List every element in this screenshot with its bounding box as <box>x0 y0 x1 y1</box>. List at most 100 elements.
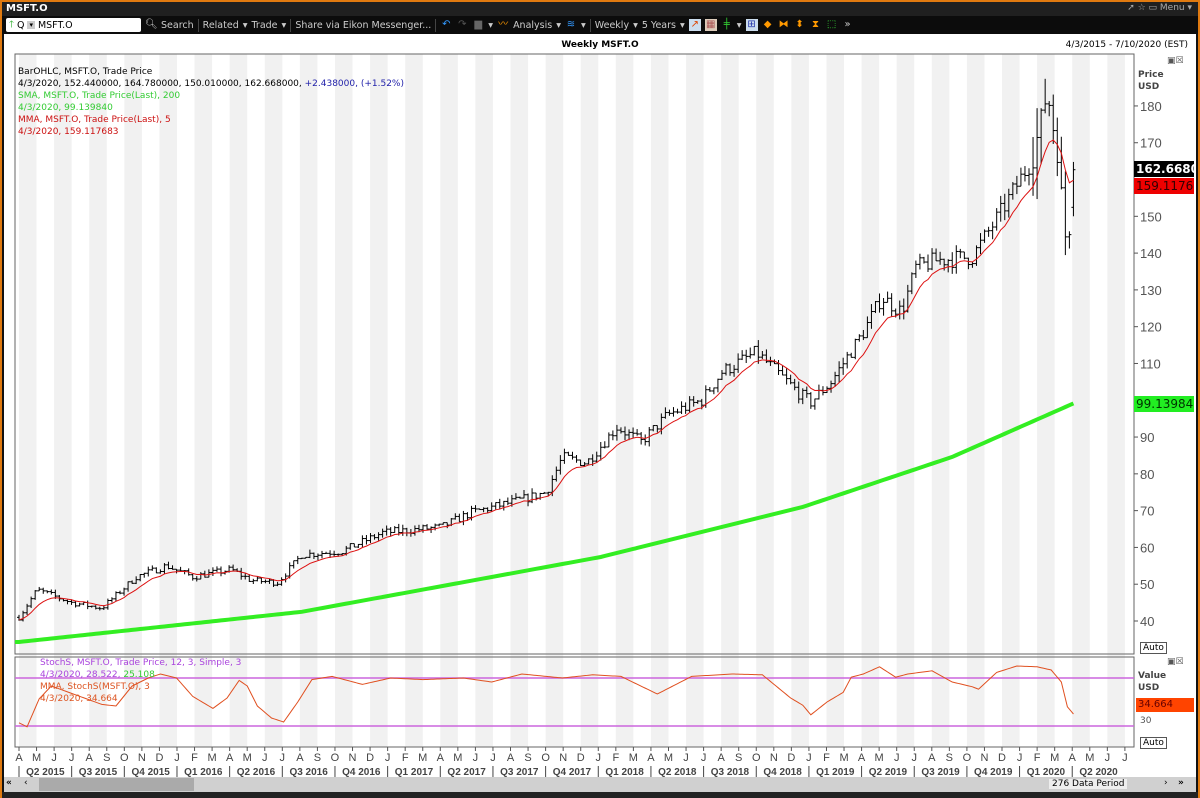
ric-input[interactable]: 🡑 Q ▾ MSFT.O <box>6 18 141 32</box>
month-label: S <box>946 752 953 764</box>
month-label: J <box>596 752 602 764</box>
sma-line <box>14 401 1075 644</box>
chart-style-icon[interactable]: ▦ <box>704 19 717 31</box>
scroll-left-button[interactable]: ‹ <box>24 778 28 788</box>
restore-close-icons[interactable]: ▣☒ <box>1167 56 1184 66</box>
search-button[interactable]: Search <box>161 19 194 31</box>
month-band <box>826 54 845 747</box>
month-band <box>1107 54 1125 747</box>
month-label: O <box>752 752 761 764</box>
related-menu[interactable]: Related <box>202 19 239 31</box>
month-label: A <box>717 752 725 764</box>
month-label: O <box>331 752 340 764</box>
price-auto-button[interactable]: Auto <box>1140 642 1167 654</box>
line-chart-icon[interactable]: ↗ <box>688 19 701 31</box>
chart-area[interactable]: 40 50 60 70 80 90 110 120 130 140 150 170 180 A M J J A S O… <box>4 34 1196 777</box>
menu-button[interactable]: Menu <box>1159 3 1185 13</box>
redo-icon[interactable]: ↷ <box>458 19 467 30</box>
time-scrollbar[interactable]: « ‹ 276 Data Period › » <box>4 777 1196 792</box>
month-band <box>405 54 423 747</box>
month-label: J <box>51 752 57 764</box>
month-label: A <box>86 752 94 764</box>
scroll-right-button[interactable]: › <box>1164 778 1168 788</box>
price-tick-label: 90 <box>1140 430 1154 445</box>
month-label: J <box>1122 752 1128 764</box>
stoch-tick-30: 30 <box>1140 716 1152 726</box>
stoch-restore-close-icons[interactable]: ▣☒ <box>1167 657 1184 667</box>
select-icon[interactable]: ⬚ <box>826 19 837 30</box>
stoch-mma-value: 4/3/2020, 34.664 <box>40 694 118 704</box>
month-label: N <box>980 752 988 764</box>
month-label: J <box>490 752 496 764</box>
stoch-auto-button[interactable]: Auto <box>1140 737 1167 749</box>
quarter-label: Q2 2017 <box>447 767 486 777</box>
month-label: N <box>770 752 778 764</box>
quarter-label: Q2 2018 <box>658 767 697 777</box>
month-label: S <box>524 752 531 764</box>
month-label: O <box>120 752 129 764</box>
search-icon[interactable]: 🔍︎ <box>145 19 158 30</box>
folder-icon[interactable]: ▆ <box>474 19 483 30</box>
quarter-label: Q1 2018 <box>605 767 644 777</box>
more-icon[interactable]: » <box>844 19 851 30</box>
compress-vertical-icon[interactable]: ⧗ <box>812 19 820 30</box>
expand-horizontal-icon[interactable]: ◆ <box>763 19 772 30</box>
scroll-end-button[interactable]: » <box>1178 778 1184 788</box>
undo-icon[interactable]: ↶ <box>442 19 451 30</box>
mma-value-label: 159.1176 <box>1134 178 1194 194</box>
month-label: M <box>664 752 673 764</box>
chart-title: Weekly MSFT.O <box>561 40 639 50</box>
ric-value[interactable]: MSFT.O <box>37 19 73 31</box>
month-band <box>791 54 809 747</box>
month-label: A <box>296 752 304 764</box>
legend-mma-value: 4/3/2020, 159.117683 <box>18 127 119 137</box>
q-selector[interactable]: Q <box>16 19 25 31</box>
month-label: M <box>32 752 41 764</box>
interval-select[interactable]: Weekly <box>594 19 630 31</box>
price-tick-label: 120 <box>1140 320 1162 335</box>
price-tick-label: 50 <box>1140 577 1154 592</box>
quarter-label: Q2 2016 <box>237 767 276 777</box>
price-tick-label: 130 <box>1140 283 1162 298</box>
crosshair-icon[interactable]: ╪ <box>723 19 730 30</box>
month-band <box>615 54 634 747</box>
month-band <box>264 54 283 747</box>
quarter-label: Q4 2017 <box>553 767 592 777</box>
expand-vertical-icon[interactable]: ⬍ <box>795 19 804 30</box>
stoch-pane-border <box>14 656 1135 748</box>
window-title: MSFT.O <box>6 3 48 14</box>
scroll-thumb[interactable] <box>39 778 194 791</box>
quarter-label: Q3 2018 <box>711 767 750 777</box>
pin-icon[interactable]: ➚ ☆ ▭ <box>1127 3 1160 13</box>
price-tick-label: 40 <box>1140 614 1154 629</box>
price-tick-label: 60 <box>1140 540 1154 555</box>
month-label: D <box>577 752 585 764</box>
overlay-icon[interactable]: ≋ <box>566 19 576 30</box>
month-label: J <box>1017 752 1023 764</box>
stoch-line <box>18 665 1074 728</box>
month-label: M <box>243 752 252 764</box>
month-label: M <box>208 752 217 764</box>
month-label: J <box>473 752 479 764</box>
scroll-start-button[interactable]: « <box>6 778 12 788</box>
mma-line <box>18 139 1074 621</box>
month-band <box>334 54 353 747</box>
analysis-menu[interactable]: Analysis <box>513 19 553 31</box>
quarter-label: Q4 2018 <box>763 767 802 777</box>
zoom-box-icon[interactable]: ⊞ <box>745 19 758 31</box>
month-label: J <box>174 752 180 764</box>
range-select[interactable]: 5 Years <box>641 19 676 31</box>
stoch-values: 4/3/2020, 28.522, <box>40 670 124 680</box>
compress-horizontal-icon[interactable]: ⧓ <box>778 19 789 30</box>
month-label: S <box>735 752 742 764</box>
dropdown-icon[interactable]: ▾ <box>27 21 35 29</box>
share-button[interactable]: Share via Eikon Messenger... <box>295 19 432 31</box>
analysis-icon: 〰 <box>498 19 509 30</box>
stoch-legend: StochS, MSFT.O, Trade Price, 12, 3, Simp… <box>40 657 241 705</box>
month-label: A <box>858 752 866 764</box>
month-label: J <box>1105 752 1111 764</box>
trade-menu[interactable]: Trade <box>251 19 278 31</box>
quarter-label: Q4 2019 <box>974 767 1013 777</box>
month-label: F <box>1034 752 1041 764</box>
